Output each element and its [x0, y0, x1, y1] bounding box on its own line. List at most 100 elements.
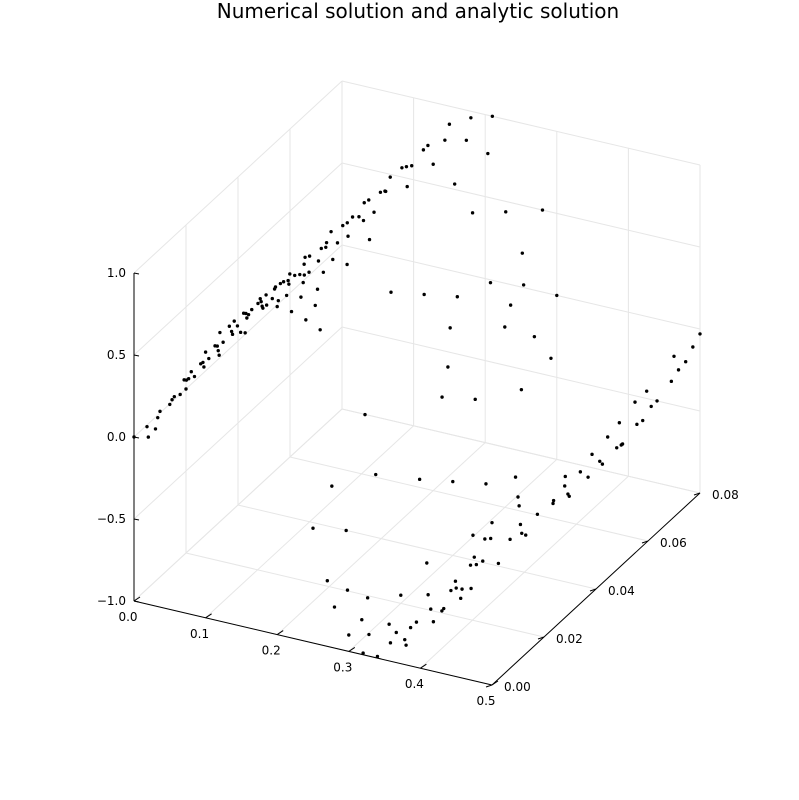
data-point — [367, 237, 372, 242]
data-point — [227, 324, 232, 328]
z-tick-label: 0.0 — [107, 430, 126, 444]
data-point — [672, 354, 676, 358]
data-point — [490, 114, 495, 118]
y-tick-mark — [537, 636, 545, 640]
data-point — [178, 392, 182, 397]
data-point — [238, 330, 243, 335]
data-point — [600, 462, 605, 466]
data-point — [217, 353, 221, 357]
data-point — [264, 303, 269, 307]
y-tick-mark — [589, 588, 597, 592]
data-point — [520, 251, 525, 255]
data-point — [302, 273, 307, 277]
data-point — [344, 528, 348, 533]
data-point — [540, 208, 545, 212]
data-point — [519, 387, 524, 392]
data-point — [471, 533, 475, 537]
data-point — [307, 254, 312, 258]
data-point — [590, 452, 594, 457]
data-point — [521, 283, 526, 287]
data-point — [215, 344, 219, 348]
data-point — [676, 368, 681, 372]
data-point — [563, 484, 567, 488]
data-point — [301, 280, 305, 285]
data-point — [304, 318, 308, 322]
data-point — [184, 387, 188, 391]
data-point — [186, 377, 191, 381]
data-point — [319, 246, 323, 251]
data-point — [459, 596, 463, 601]
data-point — [325, 579, 330, 583]
data-point — [321, 270, 326, 274]
data-point — [383, 189, 387, 193]
y-tick-label: 0.06 — [660, 536, 687, 550]
data-point — [403, 637, 407, 642]
data-point — [145, 424, 149, 429]
data-point — [449, 588, 453, 593]
data-point — [250, 307, 254, 312]
z-tick-label: −0.5 — [97, 512, 126, 526]
data-point — [307, 270, 311, 274]
x-tick-mark — [133, 596, 141, 602]
data-point — [387, 622, 391, 626]
z-tick-label: 1.0 — [107, 266, 126, 280]
grid-line-z-back — [341, 408, 701, 494]
data-point — [360, 618, 364, 622]
data-point — [394, 630, 398, 635]
grid-line-z-left — [133, 326, 343, 520]
data-point — [404, 643, 408, 647]
x-tick-label: 0.0 — [118, 610, 137, 624]
data-point — [329, 229, 333, 234]
data-point — [549, 356, 553, 360]
data-point — [532, 334, 537, 339]
data-point — [472, 555, 476, 559]
x-tick-label: 0.5 — [476, 694, 495, 708]
z-tick-mark — [133, 272, 140, 275]
data-point — [324, 240, 329, 245]
data-point — [518, 522, 523, 527]
data-point — [207, 356, 211, 361]
data-point — [367, 198, 371, 202]
data-point — [232, 319, 236, 323]
data-point — [517, 504, 521, 508]
data-point — [446, 365, 450, 369]
data-point — [298, 272, 302, 277]
data-point — [453, 579, 458, 583]
data-point — [460, 587, 464, 591]
data-point — [440, 609, 444, 613]
data-point — [330, 484, 334, 488]
data-point — [644, 389, 649, 393]
data-point — [229, 329, 234, 334]
data-point — [259, 299, 263, 304]
data-point — [158, 409, 162, 414]
data-point — [243, 331, 247, 335]
data-point — [469, 586, 473, 591]
data-point — [483, 537, 487, 541]
data-point — [260, 304, 264, 308]
data-point — [235, 324, 240, 328]
data-point — [350, 215, 355, 219]
data-point — [422, 292, 426, 297]
data-point — [443, 138, 447, 142]
data-point — [345, 588, 350, 592]
data-point — [276, 298, 281, 303]
data-point — [535, 512, 540, 516]
grid-line-y-floor — [185, 552, 545, 638]
data-point — [313, 303, 317, 308]
data-point — [281, 280, 286, 284]
x-tick-mark — [276, 630, 284, 636]
data-point — [649, 404, 653, 409]
data-point — [315, 287, 320, 291]
data-point — [289, 309, 294, 314]
data-point — [153, 427, 158, 431]
x-tick-label: 0.3 — [333, 660, 352, 674]
grid-line-z-left — [133, 162, 343, 356]
data-point — [454, 586, 458, 590]
grid-line-z-back — [341, 244, 701, 330]
y-tick-mark — [641, 540, 649, 544]
data-point — [431, 162, 435, 166]
data-point — [619, 443, 623, 447]
data-point — [617, 421, 622, 425]
data-point — [258, 297, 262, 301]
